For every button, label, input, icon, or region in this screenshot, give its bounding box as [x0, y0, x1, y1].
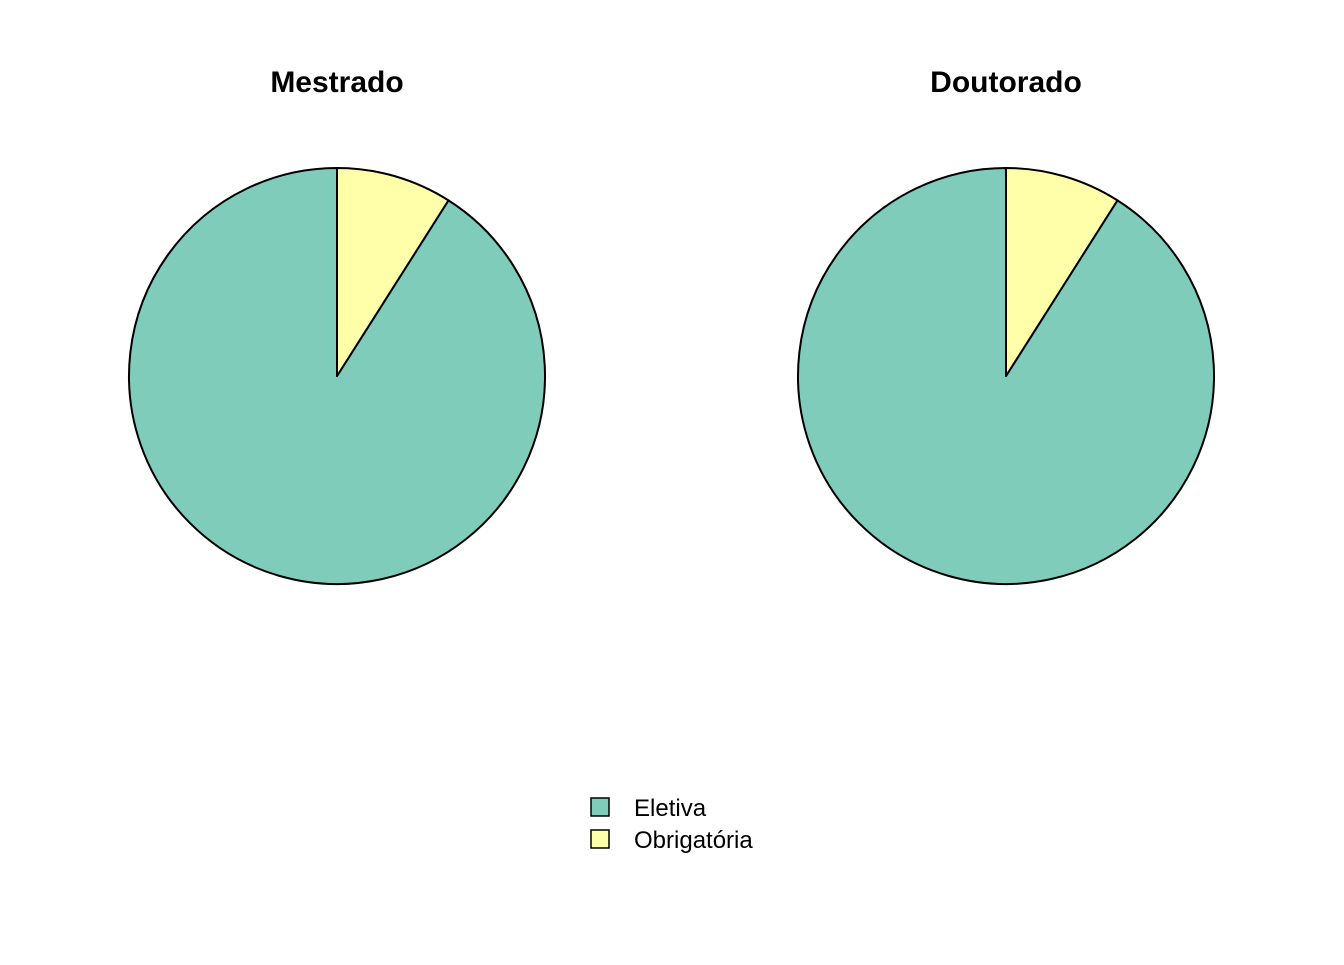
pie-chart-doutorado: Doutorado [797, 66, 1215, 585]
legend-label-eletiva: Eletiva [634, 795, 707, 822]
pie-slice-doutorado-obrigatoria [1005, 167, 1119, 377]
chart-title-doutorado: Doutorado [930, 66, 1082, 99]
chart-title-mestrado: Mestrado [270, 66, 403, 99]
pie-slice-mestrado-obrigatoria [336, 167, 450, 377]
legend: Eletiva Obrigatória [590, 795, 753, 854]
legend-item-eletiva: Eletiva [590, 795, 707, 822]
legend-swatch-eletiva [590, 797, 610, 817]
legend-swatch-obrigatoria [590, 829, 610, 849]
legend-item-obrigatoria: Obrigatória [590, 827, 753, 854]
legend-label-obrigatoria: Obrigatória [634, 827, 753, 854]
pie-chart-mestrado: Mestrado [128, 66, 546, 585]
